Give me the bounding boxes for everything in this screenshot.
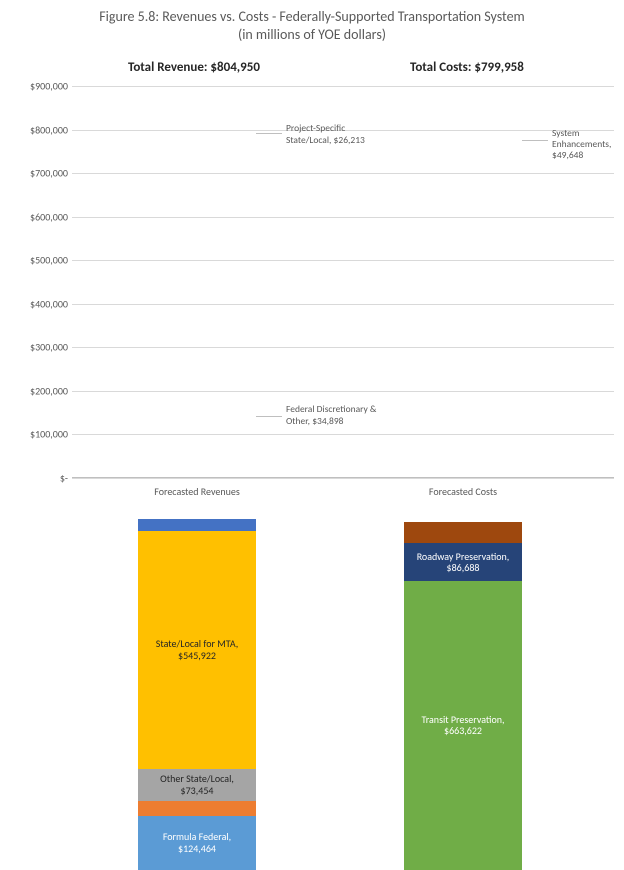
gridline [72, 434, 614, 435]
bar-segment-transit-preservation: Transit Preservation,$663,622 [404, 581, 522, 870]
leader-line [256, 133, 282, 134]
y-tick-label: $700,000 [0, 167, 68, 180]
callout-project-specific: Project-SpecificState/Local, $26,213 [286, 123, 365, 146]
plot-area: Formula Federal,$124,464Other State/Loca… [72, 86, 614, 478]
y-tick-label: $800,000 [0, 123, 68, 136]
bar-segment-other-state-local: Other State/Local,$73,454 [138, 769, 256, 801]
bar-segment-federal-discretionary [138, 801, 256, 816]
bar-segment-formula-federal: Formula Federal,$124,464 [138, 816, 256, 870]
leader-line [256, 416, 282, 417]
gridline [72, 260, 614, 261]
bar-segment-state-local-mta: State/Local for MTA,$545,922 [138, 531, 256, 769]
total-revenue-label: Total Revenue: $804,950 [128, 60, 260, 75]
x-axis-label: Forecasted Costs [393, 485, 533, 498]
callout-federal-discretionary: Federal Discretionary &Other, $34,898 [286, 404, 376, 427]
gridline [72, 347, 614, 348]
y-tick-label: $100,000 [0, 428, 68, 441]
gridline [72, 86, 614, 87]
title-line-1: Figure 5.8: Revenues vs. Costs - Federal… [99, 8, 524, 25]
gridline [72, 304, 614, 305]
chart-title: Figure 5.8: Revenues vs. Costs - Federal… [0, 0, 624, 44]
y-tick-label: $600,000 [0, 210, 68, 223]
gridline [72, 391, 614, 392]
gridline [72, 173, 614, 174]
x-axis-label: Forecasted Revenues [127, 485, 267, 498]
bar-segment-roadway-preservation: Roadway Preservation,$86,688 [404, 543, 522, 581]
y-tick-label: $300,000 [0, 341, 68, 354]
gridline [72, 217, 614, 218]
leader-line [522, 140, 548, 141]
bar-segment-system-enhancements [404, 522, 522, 544]
y-axis: $-$100,000$200,000$300,000$400,000$500,0… [0, 86, 72, 478]
y-tick-label: $500,000 [0, 254, 68, 267]
title-line-2: (in millions of YOE dollars) [238, 26, 386, 43]
y-tick-label: $200,000 [0, 384, 68, 397]
callout-system-enhancements: SystemEnhancements,$49,648 [552, 128, 611, 162]
y-tick-label: $900,000 [0, 80, 68, 93]
bar-segment-project-specific [138, 519, 256, 530]
y-tick-label: $400,000 [0, 297, 68, 310]
y-tick-label: $- [0, 472, 68, 485]
gridline [72, 478, 614, 479]
total-costs-label: Total Costs: $799,958 [410, 60, 524, 75]
